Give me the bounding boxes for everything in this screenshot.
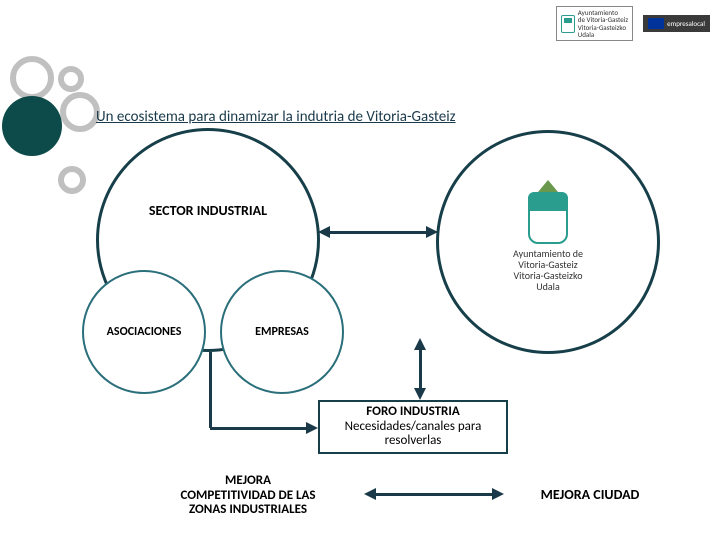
node-label: EMPRESAS bbox=[255, 325, 309, 339]
foro-industria-box: FORO INDUSTRIA Necesidades/canales para … bbox=[318, 400, 508, 454]
gear-icon bbox=[10, 56, 54, 100]
node-label: MEJORA bbox=[180, 474, 315, 489]
mejora-competitividad-text: MEJORA COMPETITIVIDAD DE LAS ZONAS INDUS… bbox=[148, 472, 348, 520]
ayuntamiento-header-logo: Ayuntamiento de Vitoria-Gasteiz Vitoria-… bbox=[556, 6, 633, 41]
shield-icon bbox=[528, 192, 568, 244]
empresas-circle: EMPRESAS bbox=[220, 270, 344, 394]
node-label: FORO INDUSTRIA bbox=[345, 405, 482, 420]
logo-text: empresalocal bbox=[667, 19, 705, 28]
gear-decoration bbox=[0, 56, 106, 176]
logo-text: Udala bbox=[578, 31, 628, 38]
header-logos: Ayuntamiento de Vitoria-Gasteiz Vitoria-… bbox=[556, 6, 710, 41]
page-title: Un ecosistema para dinamizar la indutria… bbox=[96, 108, 456, 126]
ayuntamiento-circle: Ayuntamiento de Vitoria-Gasteiz Vitoria-… bbox=[436, 130, 660, 354]
eu-flag-icon bbox=[648, 18, 664, 29]
node-label: ASOCIACIONES bbox=[107, 325, 182, 339]
asociaciones-circle: ASOCIACIONES bbox=[82, 270, 206, 394]
node-label: Udala bbox=[536, 281, 560, 292]
node-label: ZONAS INDUSTRIALES bbox=[180, 503, 315, 518]
node-label: Necesidades/canales para bbox=[345, 420, 482, 435]
gear-icon bbox=[58, 166, 86, 194]
node-label: resolverlas bbox=[345, 434, 482, 449]
shield-icon bbox=[561, 15, 575, 33]
node-label: MEJORA CIUDAD bbox=[541, 486, 640, 503]
gear-icon bbox=[58, 66, 84, 92]
node-label: SECTOR INDUSTRIAL bbox=[149, 202, 267, 219]
node-label: COMPETITIVIDAD DE LAS bbox=[180, 489, 315, 504]
gear-icon bbox=[60, 92, 100, 132]
mejora-ciudad-text: MEJORA CIUDAD bbox=[510, 482, 670, 506]
empresa-logo: empresalocal bbox=[643, 15, 710, 32]
gear-icon bbox=[2, 96, 62, 156]
